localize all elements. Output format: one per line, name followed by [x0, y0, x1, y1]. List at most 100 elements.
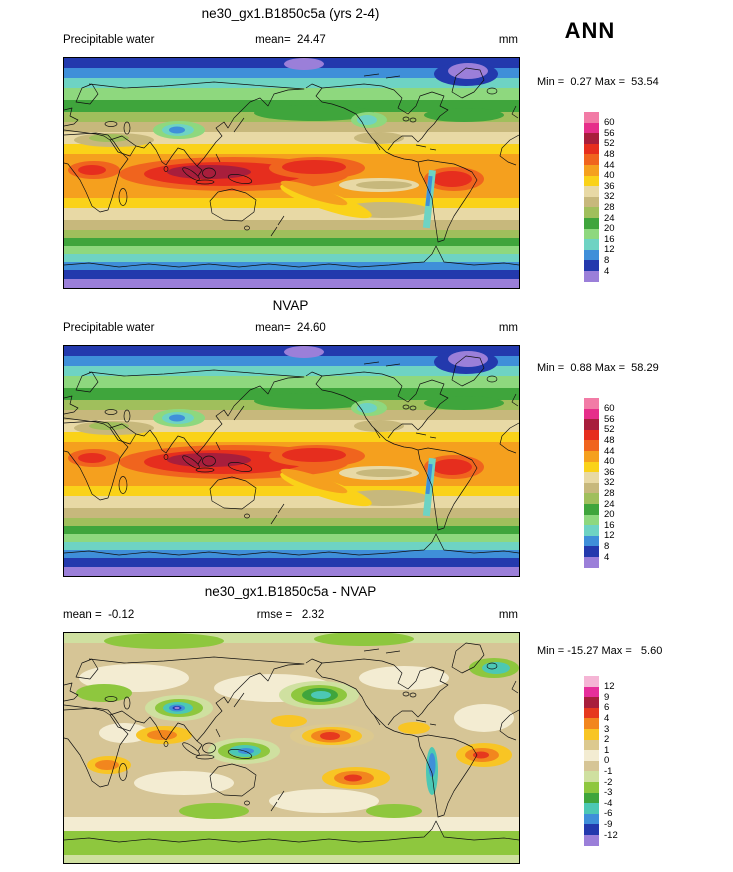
diff-colorbar: 12 9 6 4 3 2 1 0 -1 -2 -3 -4 -6 -9 -12	[584, 676, 618, 846]
model-title: ne30_gx1.B1850c5a (yrs 2-4)	[201, 6, 380, 21]
colorbar-tick-label: 52	[604, 138, 615, 150]
colorbar-swatch	[584, 196, 599, 208]
colorbar-tick-label: 24	[604, 212, 615, 224]
colorbar-tick-label: 4	[604, 265, 610, 277]
colorbar-tick-label: 12	[604, 530, 615, 542]
colorbar-swatch	[584, 813, 599, 825]
model-map-contours	[64, 58, 519, 288]
colorbar-swatch	[584, 429, 599, 441]
colorbar-swatch	[584, 535, 599, 547]
colorbar-tick-label: 44	[604, 445, 615, 457]
diff-stat-row: mean = -0.12 rmse = 2.32 mm	[63, 609, 518, 621]
colorbar-tick-label: 20	[604, 223, 615, 235]
colorbar-tick-label: -4	[604, 797, 613, 809]
colorbar-swatch	[584, 771, 599, 782]
model-mean-value: mean= 24.47	[255, 34, 326, 46]
colorbar-swatch	[584, 450, 599, 462]
colorbar-tick-label: 36	[604, 180, 615, 192]
colorbar-tick-label: 16	[604, 233, 615, 245]
colorbar-swatch	[584, 482, 599, 494]
colorbar-tick-label: 9	[604, 691, 610, 703]
colorbar-tick-label: 8	[604, 540, 610, 552]
diff-minmax: Min = -15.27 Max = 5.60	[537, 645, 663, 657]
colorbar-tick-label: 0	[604, 755, 610, 767]
model-colorbar: 60 56 52 48 44 40 36 32 28 24 20 16 12 8 4	[584, 112, 615, 282]
colorbar-tick-label: 1	[604, 744, 610, 756]
colorbar-tick-label: -3	[604, 787, 613, 799]
colorbar-swatch	[584, 514, 599, 526]
colorbar-swatch	[584, 760, 599, 772]
colorbar-tick-label: 24	[604, 498, 615, 510]
colorbar-tick-label: 12	[604, 244, 615, 256]
model-stat-row: Precipitable water mean= 24.47 mm	[63, 34, 518, 46]
model-precipitable-water-map	[63, 57, 520, 289]
colorbar-swatch	[584, 112, 599, 123]
obs-precipitable-water-map	[63, 345, 520, 577]
colorbar-tick-label: 32	[604, 477, 615, 489]
colorbar-tick-label: -2	[604, 776, 613, 788]
obs-colorbar: 60 56 52 48 44 40 36 32 28 24 20 16 12 8 4	[584, 398, 615, 568]
obs-minmax: Min = 0.88 Max = 58.29	[537, 362, 659, 374]
diff-units-label: mm	[498, 609, 519, 621]
model-units-label: mm	[498, 34, 519, 46]
colorbar-swatch	[584, 419, 599, 430]
colorbar-tick-label: 40	[604, 456, 615, 468]
colorbar-swatch	[584, 239, 599, 250]
colorbar-tick-label: 52	[604, 424, 615, 436]
diff-map	[63, 632, 520, 864]
colorbar-swatch	[584, 164, 599, 176]
colorbar-swatch	[584, 461, 599, 473]
colorbar-swatch	[584, 546, 599, 557]
colorbar-swatch	[584, 493, 599, 504]
colorbar-swatch	[584, 556, 599, 568]
colorbar-swatch	[584, 750, 599, 761]
colorbar-swatch	[584, 143, 599, 155]
colorbar-tick-label: 60	[604, 117, 615, 129]
colorbar-swatch	[584, 217, 599, 229]
obs-variable-label: Precipitable water	[63, 322, 155, 334]
obs-map-contours	[64, 346, 519, 576]
colorbar-tick-label: 4	[604, 712, 610, 724]
colorbar-swatch	[584, 398, 599, 409]
colorbar-tick-label: 8	[604, 254, 610, 266]
colorbar-tick-label: 60	[604, 403, 615, 415]
colorbar-tick-label: 28	[604, 487, 615, 499]
colorbar-swatch	[584, 408, 599, 420]
colorbar-tick-label: 32	[604, 191, 615, 203]
colorbar-tick-label: -1	[604, 765, 613, 777]
colorbar-swatch	[584, 133, 599, 144]
colorbar-swatch	[584, 260, 599, 271]
colorbar-tick-label: -6	[604, 808, 613, 820]
colorbar-tick-label: 28	[604, 201, 615, 213]
colorbar-swatch	[584, 707, 599, 719]
colorbar-swatch	[584, 803, 599, 814]
obs-title: NVAP	[272, 298, 309, 313]
colorbar-swatch	[584, 792, 599, 804]
colorbar-tick-label: 20	[604, 509, 615, 521]
colorbar-tick-label: 56	[604, 127, 615, 139]
obs-units-label: mm	[498, 322, 519, 334]
colorbar-swatch	[584, 739, 599, 751]
colorbar-swatch	[584, 834, 599, 846]
colorbar-tick-label: 44	[604, 159, 615, 171]
diff-map-contours	[64, 633, 519, 863]
colorbar-swatch	[584, 728, 599, 740]
colorbar-swatch	[584, 824, 599, 835]
colorbar-swatch	[584, 697, 599, 708]
obs-mean-value: mean= 24.60	[255, 322, 326, 334]
season-label: ANN	[564, 18, 616, 43]
colorbar-swatch	[584, 781, 599, 793]
diff-rmse-value: rmse = 2.32	[256, 609, 325, 621]
colorbar-swatch	[584, 472, 599, 483]
colorbar-swatch	[584, 676, 599, 687]
diff-title: ne30_gx1.B1850c5a - NVAP	[204, 584, 377, 599]
colorbar-swatch	[584, 270, 599, 282]
colorbar-tick-label: 16	[604, 519, 615, 531]
colorbar-tick-label: 4	[604, 551, 610, 563]
model-minmax: Min = 0.27 Max = 53.54	[537, 76, 659, 88]
colorbar-tick-label: 3	[604, 723, 610, 735]
colorbar-tick-label: 48	[604, 434, 615, 446]
colorbar-swatch	[584, 718, 599, 729]
colorbar-swatch	[584, 186, 599, 197]
